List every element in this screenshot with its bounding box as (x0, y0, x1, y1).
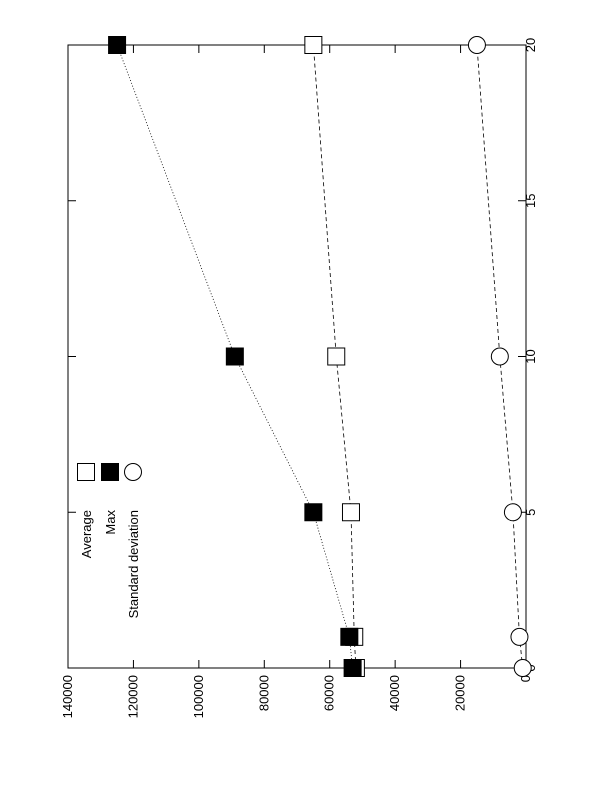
series-markers (108, 36, 532, 677)
y-tick-label: 20000 (453, 675, 468, 711)
series-point-2-4 (467, 36, 486, 54)
legend-label-0: Average (79, 510, 94, 558)
series-point-0-2 (341, 503, 360, 522)
series-point-1-1 (340, 627, 359, 646)
series-point-0-4 (304, 36, 323, 54)
y-tick-label: 60000 (322, 675, 337, 711)
legend-label-1: Max (103, 510, 118, 535)
x-tick-label: 15 (523, 194, 538, 208)
series-point-0-3 (327, 347, 346, 366)
legend-marker-0 (77, 463, 95, 481)
series-point-2-0 (513, 659, 532, 677)
series-point-2-3 (490, 347, 509, 366)
series-point-1-0 (343, 659, 362, 677)
y-tick-label: 100000 (191, 675, 206, 718)
series-point-2-2 (503, 503, 522, 522)
y-tick-label: 140000 (60, 675, 75, 718)
x-tick-label: 5 (523, 509, 538, 516)
y-tick-label: 40000 (387, 675, 402, 711)
series-point-1-3 (225, 347, 244, 366)
x-tick-label: 20 (523, 38, 538, 52)
series-lines (116, 44, 524, 669)
legend-label-2: Standard deviation (126, 510, 141, 618)
y-tick-label: 0 (518, 675, 533, 682)
plot-area: 0510152002000040000600008000010000012000… (60, 36, 538, 719)
legend-marker-2 (124, 463, 142, 481)
legend-marker-1 (101, 463, 119, 481)
axis-ticks: 0510152002000040000600008000010000012000… (60, 38, 538, 719)
series-point-2-1 (510, 627, 529, 646)
y-tick-label: 80000 (256, 675, 271, 711)
x-tick-label: 10 (523, 349, 538, 363)
y-tick-label: 120000 (125, 675, 140, 718)
legend: Average Max Standard deviation (77, 463, 142, 618)
series-point-1-2 (304, 503, 323, 522)
series-point-1-4 (108, 36, 127, 54)
